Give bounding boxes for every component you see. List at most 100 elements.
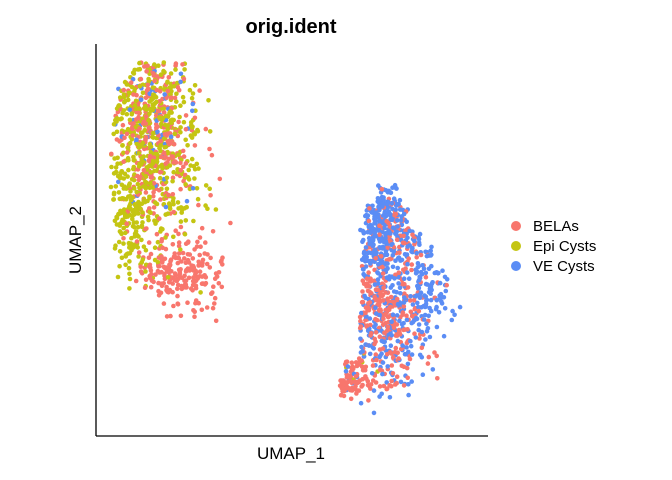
point-epi-cysts [134,189,139,195]
point-belas [380,281,385,287]
point-epi-cysts [140,140,146,146]
point-epi-cysts [135,224,141,230]
point-ve-cysts [378,219,383,225]
point-belas [183,127,189,132]
point-ve-cysts [384,380,390,385]
point-belas [165,88,171,94]
point-belas [185,252,191,257]
point-belas [178,186,183,192]
point-belas [203,280,209,286]
point-belas [183,161,189,166]
point-ve-cysts [397,318,402,324]
point-epi-cysts [126,90,132,96]
point-belas [197,252,202,258]
point-epi-cysts [164,175,170,181]
point-belas [176,251,182,256]
point-belas [360,278,366,284]
point-epi-cysts [166,201,172,206]
point-belas [178,160,183,166]
point-epi-cysts [163,235,168,240]
point-belas [161,150,167,156]
point-belas [168,259,173,264]
point-epi-cysts [137,60,142,66]
point-epi-cysts [113,170,118,176]
point-epi-cysts [183,218,189,223]
point-epi-cysts [133,204,139,210]
point-belas [145,86,151,92]
point-ve-cysts [397,207,403,212]
point-ve-cysts [423,301,429,307]
point-belas [348,378,353,383]
point-epi-cysts [143,269,148,274]
point-belas [166,75,172,80]
point-epi-cysts [195,196,201,202]
point-belas [386,257,392,262]
point-epi-cysts [179,210,184,215]
point-belas [410,232,415,238]
point-belas [181,178,186,184]
point-belas [175,301,180,307]
point-ve-cysts [390,283,395,288]
point-epi-cysts [121,241,126,246]
point-belas [191,308,196,313]
point-epi-cysts [117,249,123,254]
point-epi-cysts [127,117,133,123]
point-belas [190,278,196,284]
point-epi-cysts [171,169,176,175]
point-belas [180,148,186,154]
point-belas [389,378,394,384]
point-ve-cysts [409,352,415,357]
point-epi-cysts [142,199,148,205]
point-belas [157,263,162,269]
point-ve-cysts [402,295,407,300]
point-belas [143,190,149,195]
point-epi-cysts [167,85,172,90]
point-epi-cysts [119,255,125,261]
point-belas [136,177,142,183]
legend-label: Epi Cysts [533,238,596,255]
point-ve-cysts [376,281,381,286]
point-ve-cysts [377,353,383,359]
point-ve-cysts [380,246,385,251]
point-epi-cysts [153,200,158,205]
point-belas [412,331,417,337]
point-epi-cysts [127,245,132,250]
point-epi-cysts [137,84,143,89]
point-epi-cysts [120,143,125,148]
point-epi-cysts [126,127,131,132]
point-belas [364,284,369,289]
point-epi-cysts [121,150,126,156]
point-belas [370,363,376,368]
point-ve-cysts [388,212,393,217]
point-belas [192,314,197,320]
point-epi-cysts [178,205,184,210]
point-epi-cysts [114,129,120,135]
point-belas [354,363,360,369]
point-epi-cysts [136,234,141,239]
point-ve-cysts [389,333,395,338]
point-belas [135,173,140,179]
point-belas [124,131,130,137]
point-ve-cysts [395,224,400,229]
point-belas [166,270,172,275]
point-epi-cysts [148,170,154,175]
point-epi-cysts [170,178,175,184]
point-epi-cysts [177,114,182,120]
point-ve-cysts [130,76,136,82]
point-belas [171,141,177,147]
point-belas [384,386,390,391]
point-ve-cysts [389,319,394,325]
point-ve-cysts [449,317,455,323]
point-ve-cysts [395,301,401,307]
point-ve-cysts [398,379,404,385]
point-ve-cysts [373,233,378,239]
point-belas [148,251,154,257]
point-epi-cysts [120,217,125,223]
point-belas [373,330,379,335]
point-epi-cysts [183,182,188,187]
point-ve-cysts [371,388,377,393]
point-ve-cysts [361,249,367,255]
point-epi-cysts [125,214,130,219]
point-ve-cysts [359,344,364,350]
point-ve-cysts [392,276,397,281]
